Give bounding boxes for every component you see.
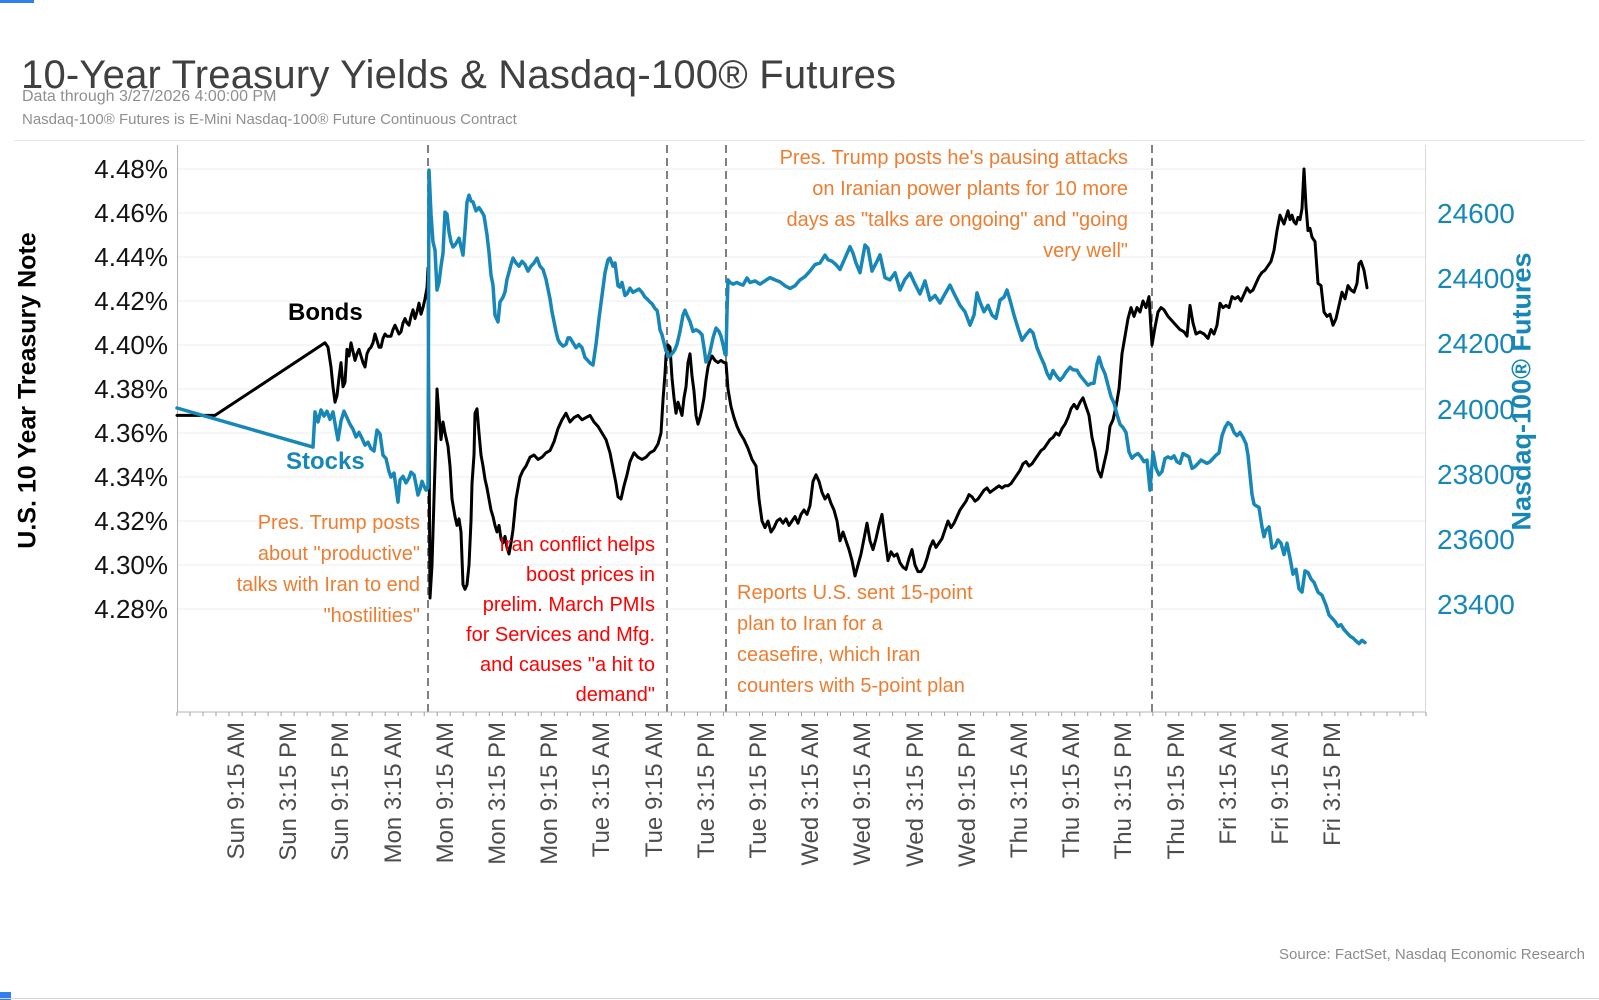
x-tick-label: Fri 9:15 AM: [1267, 722, 1294, 845]
subtitle-data-through: Data through 3/27/2026 4:00:00 PM: [22, 88, 277, 105]
x-tick-label: Sun 9:15 AM: [223, 722, 250, 860]
stocks-line: [175, 168, 1367, 646]
x-tick-label: Sun 3:15 PM: [275, 722, 302, 861]
left-tick-label: 4.42%: [94, 285, 168, 316]
x-tick-label: Mon 9:15 PM: [536, 722, 563, 865]
x-tick-label: Fri 3:15 AM: [1215, 722, 1242, 845]
right-tick-label: 23400: [1437, 589, 1515, 621]
x-tick-label: Tue 9:15 PM: [745, 722, 772, 859]
left-axis-title: U.S. 10 Year Treasury Note: [13, 232, 42, 549]
page-title: 10-Year Treasury Yields & Nasdaq-100® Fu…: [21, 52, 897, 97]
right-tick-label: 23600: [1437, 523, 1515, 555]
x-tick-label: Mon 3:15 PM: [484, 722, 511, 865]
right-tick-label: 24000: [1437, 393, 1515, 425]
source-credit: Source: FactSet, Nasdaq Economic Researc…: [1279, 946, 1585, 963]
left-tick-label: 4.38%: [94, 374, 168, 404]
plot-area: [175, 145, 1427, 716]
left-tick-label: 4.44%: [94, 241, 168, 272]
left-tick-label: 4.28%: [94, 594, 168, 625]
chart-canvas: [175, 145, 1427, 716]
x-tick-label: Fri 3:15 PM: [1319, 722, 1346, 847]
x-tick-label: Thu 9:15 AM: [1058, 722, 1085, 859]
window-accent-top: [0, 0, 34, 3]
left-tick-label: 4.32%: [94, 506, 168, 537]
right-tick-label: 24400: [1437, 263, 1515, 295]
right-tick-label: 24200: [1437, 328, 1515, 360]
x-tick-label: Tue 9:15 AM: [641, 722, 668, 858]
header-divider: [14, 140, 1585, 141]
bonds-series-label: Bonds: [288, 299, 363, 326]
x-tick-label: Wed 3:15 AM: [797, 722, 824, 866]
bonds-line: [175, 167, 1369, 600]
left-tick-label: 4.40%: [94, 330, 168, 360]
left-tick-label: 4.34%: [94, 462, 168, 492]
subtitle-contract-note: Nasdaq-100® Futures is E-Mini Nasdaq-100…: [22, 111, 517, 128]
x-tick-label: Wed 3:15 PM: [902, 722, 929, 867]
x-tick-label: Thu 3:15 AM: [1006, 722, 1033, 859]
x-tick-label: Mon 3:15 AM: [380, 722, 407, 864]
x-tick-label: Thu 9:15 PM: [1163, 722, 1190, 860]
x-tick-label: Tue 3:15 AM: [588, 722, 615, 858]
left-tick-label: 4.30%: [94, 550, 168, 581]
annotation-pausing-attacks: Pres. Trump posts he's pausing attacks o…: [779, 147, 1128, 262]
annotation-iran-conflict-pmis: Iran conflict helps boost prices in prel…: [466, 534, 655, 706]
bottom-border: [0, 998, 1599, 999]
stocks-series-label: Stocks: [286, 448, 365, 475]
x-tick-label: Wed 9:15 AM: [849, 722, 876, 866]
left-tick-label: 4.48%: [94, 153, 168, 184]
left-tick-label: 4.46%: [94, 197, 168, 228]
annotation-ceasefire-plan: Reports U.S. sent 15-point plan to Iran …: [737, 582, 973, 697]
x-tick-label: Wed 9:15 PM: [954, 722, 981, 867]
window-accent-bottom: [0, 992, 11, 1000]
right-tick-label: 23800: [1437, 458, 1515, 490]
annotation-productive-talks: Pres. Trump posts about "productive" tal…: [236, 512, 420, 627]
left-tick-label: 4.36%: [94, 418, 168, 448]
x-tick-label: Mon 9:15 AM: [432, 722, 459, 864]
x-tick-label: Thu 3:15 PM: [1110, 722, 1137, 860]
right-tick-label: 24600: [1437, 198, 1515, 230]
x-tick-label: Sun 9:15 PM: [327, 722, 354, 861]
x-tick-label: Tue 3:15 PM: [693, 722, 720, 859]
